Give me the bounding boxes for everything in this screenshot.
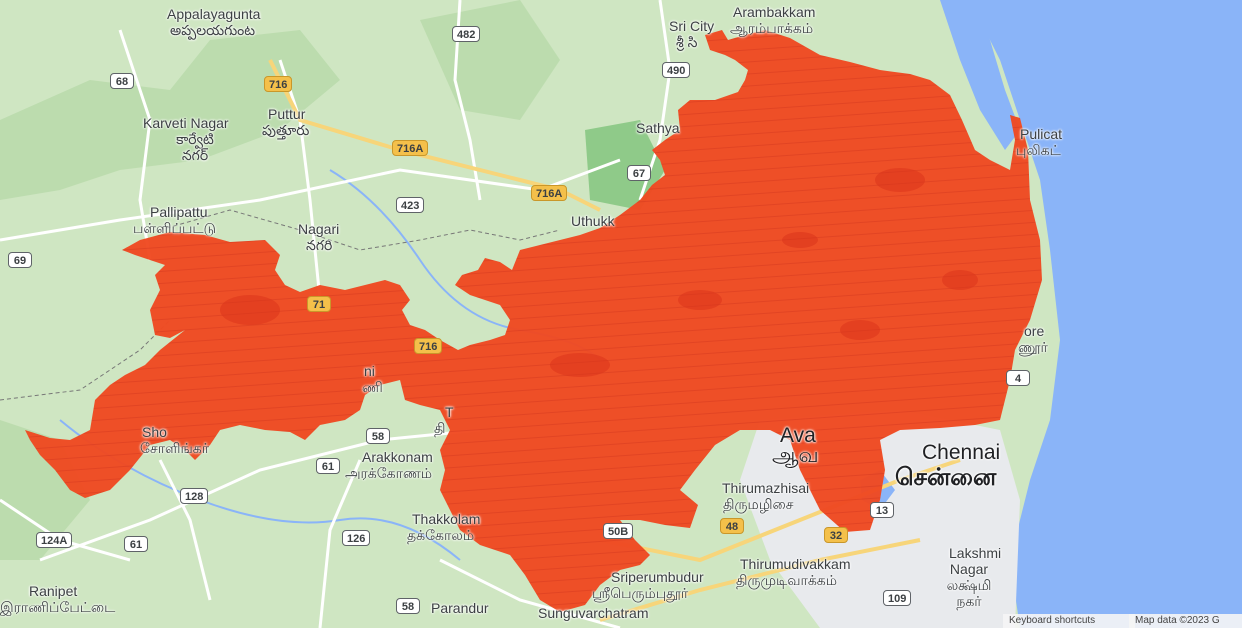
- place-arakkonam-name: Arakkonam: [362, 449, 433, 465]
- road-shield-71: 71: [307, 296, 331, 312]
- place-ti-native: தி: [434, 420, 446, 436]
- place-karveti-native: కార్వేటి నగర్: [176, 131, 214, 163]
- sea: [960, 0, 1242, 628]
- state-border: [159, 209, 561, 251]
- road-shield-48: 48: [720, 518, 744, 534]
- road-shield-61: 61: [124, 536, 148, 552]
- road-shield-109: 109: [883, 590, 912, 606]
- place-avadi-native: ஆவ: [772, 444, 819, 467]
- place-karveti-name: Karveti Nagar: [143, 115, 229, 131]
- place-pulicat-native: புலிகட்: [1016, 142, 1061, 158]
- place-sricity-native: శ్రీ సి: [676, 34, 698, 50]
- lagoon: [940, 0, 1020, 150]
- road-shield-716a: 716A: [531, 185, 568, 201]
- hill-area: [0, 30, 340, 200]
- place-chennai-native: சென்னை: [895, 464, 997, 491]
- road-shield-32: 32: [824, 527, 848, 543]
- place-ranipet-native: இராணிப்பேட்டை: [0, 599, 116, 615]
- road-shield-13: 13: [870, 502, 894, 518]
- road-shield-50b: 50B: [603, 523, 634, 539]
- place-appalayagunta-name: Appalayagunta: [167, 6, 261, 22]
- road-shield-67: 67: [627, 165, 651, 181]
- road-shield-490: 490: [662, 62, 691, 78]
- place-nagari-native: నగరి: [306, 237, 333, 253]
- place-parandur-name: Parandur: [431, 600, 489, 616]
- place-ennore-name: ore: [1024, 323, 1045, 339]
- road-shield-126: 126: [342, 530, 371, 546]
- keyboard-shortcuts-link[interactable]: Keyboard shortcuts: [1003, 614, 1135, 628]
- place-lakshmi-name: Lakshmi Nagar: [949, 545, 1002, 577]
- place-sricity-name: Sri City: [669, 18, 715, 34]
- map-data-attribution[interactable]: Map data ©2023 G: [1129, 614, 1242, 628]
- place-pallipattu-name: Pallipattu: [150, 204, 208, 220]
- place-arambakkam-name: Arambakkam: [733, 4, 816, 20]
- place-avadi-name: Ava: [780, 424, 816, 447]
- place-sriperumbudur-name: Sriperumbudur: [611, 569, 704, 585]
- place-appalayagunta-native: అప్పలయగుంట: [170, 22, 256, 38]
- road-shield-716a: 716A: [392, 140, 429, 156]
- place-sholinghur-native: சோளிங்கர்: [140, 440, 210, 456]
- road-shield-58: 58: [396, 598, 420, 614]
- place-sunguvarchatram-name: Sunguvarchatram: [538, 605, 649, 621]
- place-thirumazhisai-name: Thirumazhisai: [722, 480, 810, 496]
- overlay-region: [25, 30, 1042, 612]
- road-shield-423: 423: [396, 197, 425, 213]
- place-puttur-name: Puttur: [268, 106, 306, 122]
- road-shield-58: 58: [366, 428, 390, 444]
- place-nagari-name: Nagari: [298, 221, 340, 237]
- road-shield-128: 128: [180, 488, 209, 504]
- road-shield-716: 716: [264, 76, 293, 92]
- place-ranipet-name: Ranipet: [29, 583, 78, 599]
- place-ennore-native: ணூர்: [1018, 339, 1048, 355]
- place-arambakkam-native: ஆரம்பாக்கம்: [730, 20, 814, 36]
- place-puttur-native: పుత్తూరు: [262, 122, 310, 138]
- place-thirumudivakkam-native: திருமுடிவாக்கம்: [736, 572, 838, 588]
- place-thirumazhisai-native: திருமழிசை: [723, 496, 794, 512]
- place-thakkolam-name: Thakkolam: [412, 511, 481, 527]
- place-pallipattu-native: பள்ளிப்பட்டு: [133, 220, 217, 236]
- road-shield-716: 716: [414, 338, 443, 354]
- place-ti-name: T: [445, 404, 454, 420]
- place-arakkonam-native: அரக்கோணம்: [345, 465, 433, 481]
- place-uthukk-name: Uthukk: [571, 213, 615, 229]
- place-sholinghur-name: Sho: [142, 424, 167, 440]
- place-sathya-name: Sathya: [636, 120, 680, 136]
- road-shield-124a: 124A: [36, 532, 73, 548]
- place-sriperumbudur-native: ஸ்ரீபெரும்புதூர்: [592, 585, 689, 601]
- road-shield-482: 482: [452, 26, 481, 42]
- road-shield-61: 61: [316, 458, 340, 474]
- place-ani-native: ணி: [362, 379, 383, 395]
- place-thakkolam-native: தக்கோலம்: [407, 527, 475, 543]
- place-lakshmi-native: லக்ஷ்மி நகர்: [946, 577, 992, 609]
- place-thirumudivakkam-name: Thirumudivakkam: [740, 556, 851, 572]
- road-shield-69: 69: [8, 252, 32, 268]
- road-shield-4: 4: [1006, 370, 1030, 386]
- place-chennai-name: Chennai: [922, 441, 1001, 464]
- place-pulicat-name: Pulicat: [1020, 126, 1063, 142]
- road-shield-68: 68: [110, 73, 134, 89]
- place-ani-name: ni: [364, 363, 375, 379]
- overlay-texture: [220, 168, 978, 377]
